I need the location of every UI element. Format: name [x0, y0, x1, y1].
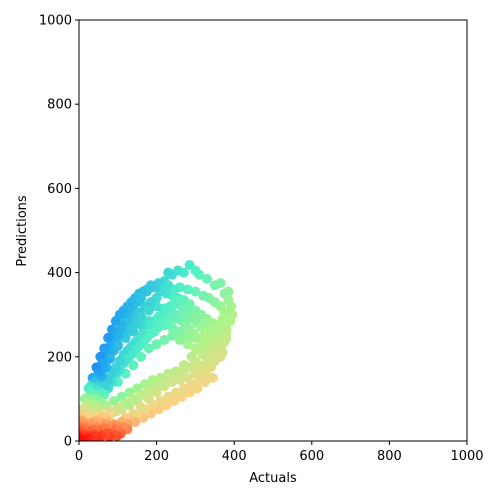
scatter-point — [209, 280, 220, 291]
scatter-point — [182, 339, 193, 350]
scatter-point — [136, 351, 147, 362]
y-tick-label: 800 — [47, 98, 72, 113]
scatter-point — [202, 273, 213, 284]
scatter-point — [159, 381, 170, 392]
scatter-point — [106, 324, 117, 335]
y-tick-label: 0 — [64, 435, 72, 450]
x-axis-label: Actuals — [249, 471, 297, 486]
scatter-point — [130, 318, 141, 329]
scatter-point — [174, 334, 185, 345]
scatter-point — [110, 316, 121, 327]
scatter-point — [225, 316, 236, 327]
x-tick-label: 1000 — [450, 449, 483, 464]
scatter-point — [163, 267, 174, 278]
scatter-point — [79, 435, 85, 441]
scatter-point — [174, 374, 185, 385]
scatter-point — [174, 326, 185, 337]
y-tick-label: 600 — [47, 182, 72, 197]
y-axis: 0 200 400 600 800 1000 — [39, 14, 79, 450]
scatter-point — [155, 396, 166, 406]
y-tick-label: 1000 — [39, 14, 72, 29]
scatter-point — [205, 362, 216, 373]
scatter-point — [184, 260, 195, 271]
scatter-point — [186, 379, 197, 390]
scatter-point — [178, 383, 189, 394]
scatter-point — [167, 330, 178, 341]
scatter-point — [151, 387, 162, 398]
scatter-point — [163, 391, 174, 402]
y-tick-label: 200 — [47, 350, 72, 365]
scatter-point — [167, 322, 178, 333]
scatter-point — [226, 301, 237, 312]
y-axis-label: Predictions — [15, 195, 30, 267]
scatter-point — [198, 290, 209, 301]
scatter-point — [171, 366, 181, 377]
scatter-point — [136, 402, 147, 413]
scatter-point — [171, 387, 181, 398]
y-tick-label: 400 — [47, 266, 72, 281]
scatter-point — [151, 339, 162, 350]
scatter-point — [182, 284, 193, 295]
x-tick-label: 600 — [299, 449, 324, 464]
scatter-point — [198, 349, 209, 360]
scatter-point — [103, 332, 114, 343]
scatter-point — [143, 305, 154, 316]
x-axis: 0 200 400 600 800 1000 — [75, 441, 484, 464]
x-tick-label: 0 — [75, 449, 83, 464]
scatter-point — [190, 343, 201, 354]
x-tick-label: 400 — [222, 449, 247, 464]
scatter-point — [190, 316, 201, 327]
scatter-point — [190, 332, 201, 343]
scatter-point — [120, 332, 131, 343]
x-tick-label: 800 — [377, 449, 402, 464]
scatter-point — [136, 311, 147, 322]
scatter-point — [143, 343, 154, 354]
scatter-point — [147, 400, 158, 411]
scatter-point — [190, 286, 201, 297]
scatter-point — [124, 324, 135, 335]
scatter-points — [79, 260, 238, 441]
scatter-point — [194, 374, 205, 385]
plot-area — [79, 20, 467, 441]
scatter-point — [159, 334, 170, 345]
x-tick-label: 200 — [144, 449, 169, 464]
plot-frame — [78, 19, 468, 442]
scatter-point — [167, 377, 178, 388]
scatter-point — [182, 330, 193, 341]
scatter-point — [128, 360, 139, 371]
